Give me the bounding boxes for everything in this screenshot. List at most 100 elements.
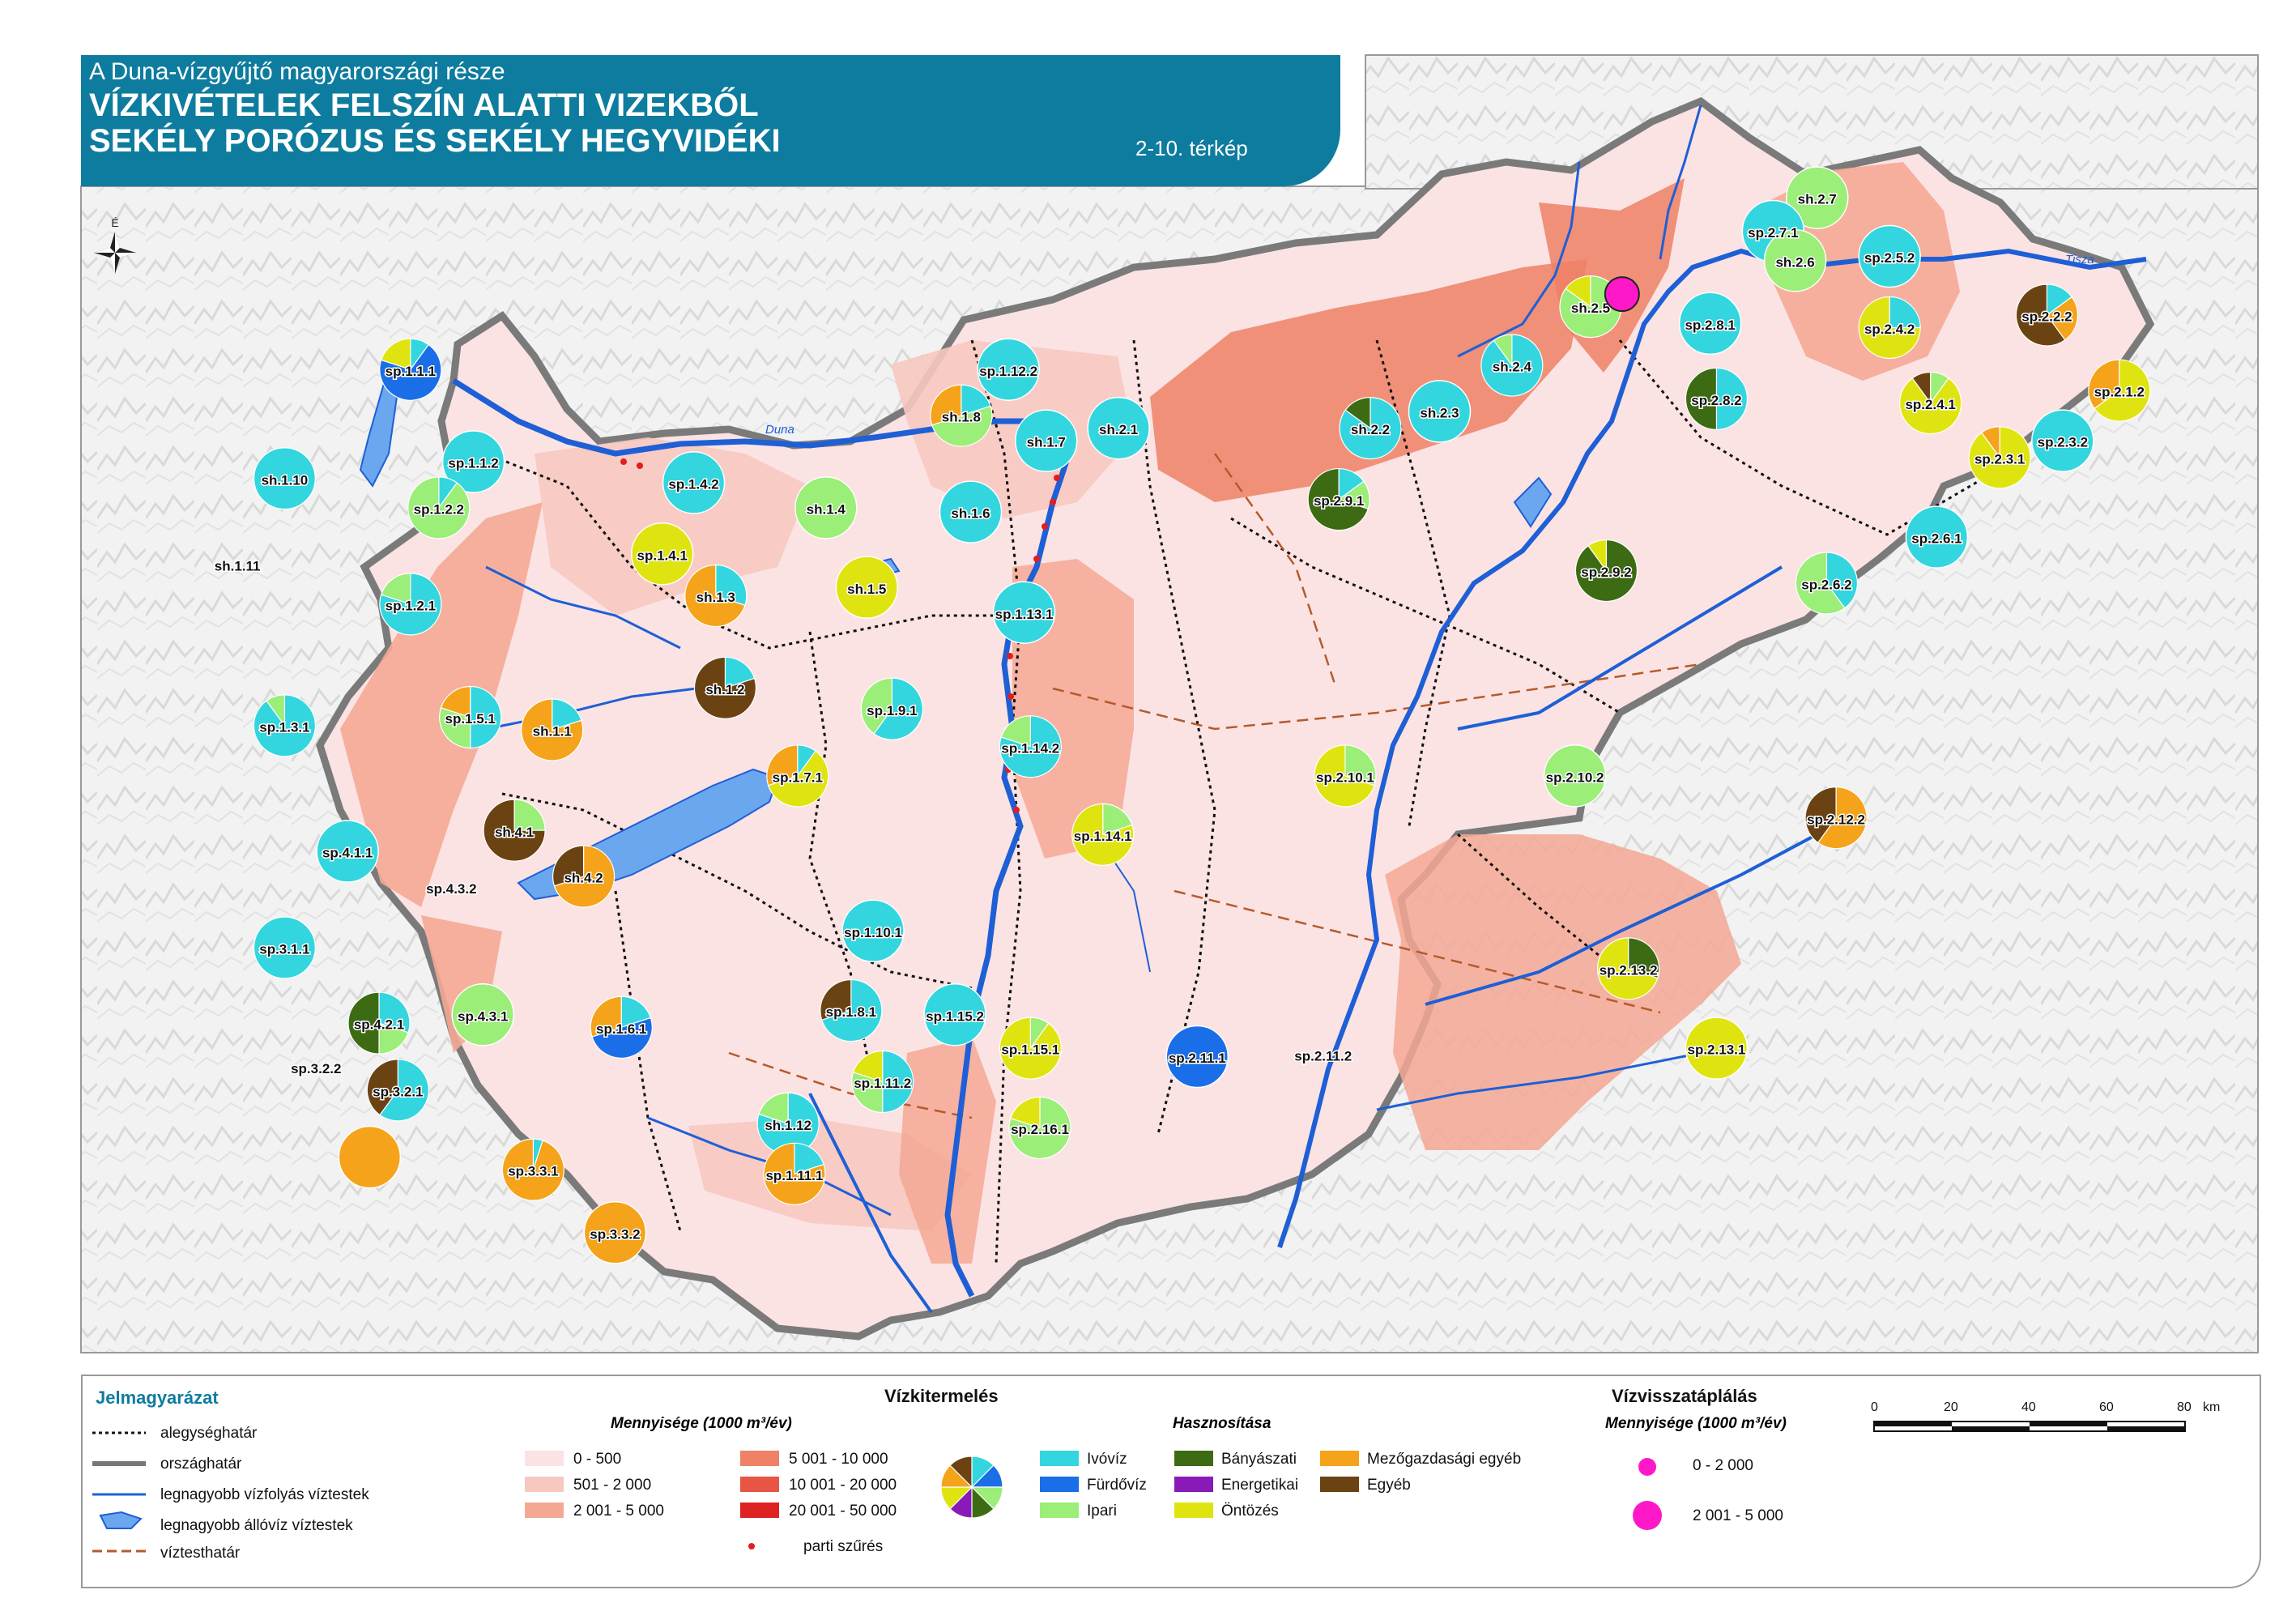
unit-pie-sh-1-7-slice-ivoviz [1015,409,1078,472]
unit-label: sp.2.11.2 [1294,1049,1352,1064]
legend-quantity-title: Mennyisége (1000 m³/év) [611,1415,792,1432]
legend-panel: Jelmagyarázat alegységhatár országhatár … [81,1375,2261,1588]
unit-label: sp.1.15.2 [926,1008,984,1024]
unit-pie-sh-2-2 [1339,397,1402,460]
title-banner [81,55,1340,186]
unit-pie-sp-1-11-2-slice-ivoviz [882,1050,914,1114]
unit-pie-sp-2-4-2-slice-ontozes [1858,296,1921,360]
unit-pie-sp-1-8-1-slice-ivoviz [820,978,883,1042]
unit-label: sp.1.10.1 [844,925,902,940]
unit-label: sp.2.11.1 [1169,1051,1226,1066]
unit-pie-sh-1-1 [521,698,584,761]
use-swatch [1040,1451,1079,1466]
unit-pie-sp-1-15-1 [999,1017,1062,1080]
recharge-point [1604,276,1640,313]
unit-label: sh.4.2 [564,871,603,886]
scale-unit: km [2203,1400,2221,1414]
unit-pie-sh-2-6-slice-ipari [1763,228,1827,292]
unit-pie-sp-1-2-1-slice-ipari [380,573,411,605]
quantity-class-label: 5 001 - 10 000 [789,1451,888,1468]
unit-pie-sh-1-8-slice-ipari [931,405,993,447]
unit-label: sh.1.11 [215,558,261,573]
recharge-symbols [1633,1458,1662,1530]
unit-label: sp.2.16.1 [1011,1122,1069,1137]
unit-pie-sp-2-1-2 [2088,359,2151,422]
unit-label: sh.1.3 [696,590,735,605]
unit-label: sh.4.1 [495,825,534,840]
use-label: Ipari [1087,1503,1117,1520]
unit-pie-sp-1-10-1-slice-ivoviz [841,899,905,963]
unit-label: sp.1.2.2 [414,501,464,517]
map-title-line2: SEKÉLY PORÓZUS ÉS SEKÉLY HEGYVIDÉKI [89,123,781,159]
unit-pie-sh-4-2 [552,845,616,908]
unit-pie-sp-2-8-2-slice-ivoviz [1715,367,1749,431]
unit-pie-sh-1-2-slice-ivoviz [724,656,756,689]
use-swatch [1040,1503,1079,1518]
unit-pie-sh-1-1-slice-mezogazdasagi [521,698,584,761]
unit-pie-sh-2-6 [1763,228,1827,292]
unit-pie-sh-4-1-slice-ipari [513,799,546,831]
unit-pie-sp-2-8-1-slice-ivoviz [1678,292,1742,356]
unit-pie-sp-2-2-2-slice-mezogazdasagi [2046,296,2079,341]
unit-pie-sp-1-1-2 [441,430,505,493]
unit-label: sp.4.1.1 [322,846,373,861]
unit-pie-sp-2-13-2-slice-banyaszati [1628,937,1660,979]
scale-label-40: 40 [2021,1400,2036,1414]
unit-pie-sp-1-12-2 [977,338,1040,401]
unit-pie-sh-1-8-slice-ivoviz [961,384,991,416]
unit-pie-sp-2-6-2-slice-ivoviz [1825,552,1859,609]
unit-pie-sp-1-3-1-slice-ipari [266,694,286,727]
unit-label: sp.2.2.2 [2021,309,2072,325]
unit-pie-sh-1-12-slice-ipari [758,1092,789,1125]
unit-label: sp.2.5.2 [1864,250,1915,266]
unit-pie-sp-1-15-2-slice-ivoviz [923,983,986,1046]
unit-pie-sp-2-8-1 [1678,292,1742,356]
unit-label: sh.2.7 [1798,192,1837,207]
unit-pie-sp-1-7-1 [766,744,829,808]
legend-largest-rivers: legnagyobb vízfolyás víztestek [160,1486,369,1503]
use-swatch [1174,1503,1213,1518]
unit-label: sp.2.4.2 [1864,322,1915,337]
legend-production-title: Vízkitermelés [884,1386,999,1406]
unit-pie-sp-2-10-1-slice-ontozes [1314,744,1375,808]
unit-label: sh.2.5 [1571,301,1610,316]
legend-water-body-boundary: víztesthatár [160,1545,241,1562]
unit-label: sp.1.15.1 [1001,1042,1059,1058]
unit-label: sp.1.7.1 [773,770,823,786]
unit-pie-sp-1-5-1 [439,685,502,749]
legend-pie-slice-egyeb [949,1456,973,1489]
unit-pie-sp-1-8-1 [820,978,883,1042]
unit-pie-sh-1-3-slice-ivoviz [715,564,748,607]
unit-label: sp.2.1.2 [2094,385,2145,400]
unit-pie-sp-3-2-1 [366,1059,429,1122]
unit-label: sp.2.10.2 [1546,770,1604,786]
unit-pie-sp-1-6-1 [590,995,653,1059]
unit-pie-sp-2-10-1-slice-ipari [1344,744,1377,786]
unit-pie-sh-2-3-slice-ivoviz [1408,380,1472,443]
unit-label: sp.3.2.2 [291,1061,341,1076]
quantity-swatch [525,1477,564,1492]
unit-pie-sp-3-1-1 [253,916,317,979]
quantity-class-label: 10 001 - 20 000 [789,1477,897,1494]
unit-label: sh.1.8 [942,410,981,425]
unit-label: sh.2.4 [1493,360,1532,375]
unit-pie-sp-2-9-2-slice-ontozes [1587,539,1608,573]
unit-pie-sp-2-13-1-slice-ontozes [1685,1017,1749,1080]
unit-pie-sp-1-5-1-slice-mezogazdasagi [440,685,471,718]
unit-pie-sh-1-4-slice-ipari [794,476,858,539]
unit-pie-sp-1-4-2-slice-ivoviz [662,451,726,514]
unit-pie-sp-1-7-1-slice-ontozes [767,750,829,808]
quantity-swatch [525,1503,564,1518]
unit-label: sp.2.6.2 [1801,578,1851,593]
unit-label: sp.1.14.1 [1074,829,1132,844]
unit-pie-sh-2-4 [1480,334,1544,397]
quantity-swatch [740,1477,779,1492]
unit-pie-sp-3-2-1-slice-ivoviz [379,1059,429,1122]
unit-label: sh.1.5 [847,582,886,597]
quantity-class-label: 20 001 - 50 000 [789,1503,897,1520]
unit-pie-sp-3-3-2-slice-mezogazdasagi [583,1200,647,1264]
unit-pie-sp-1-11-1 [763,1142,826,1205]
use-label: Energetikai [1221,1477,1299,1494]
unit-pie-sp-4-3-1-slice-ipari [451,983,514,1046]
unit-label: sp.2.12.2 [1807,812,1865,827]
